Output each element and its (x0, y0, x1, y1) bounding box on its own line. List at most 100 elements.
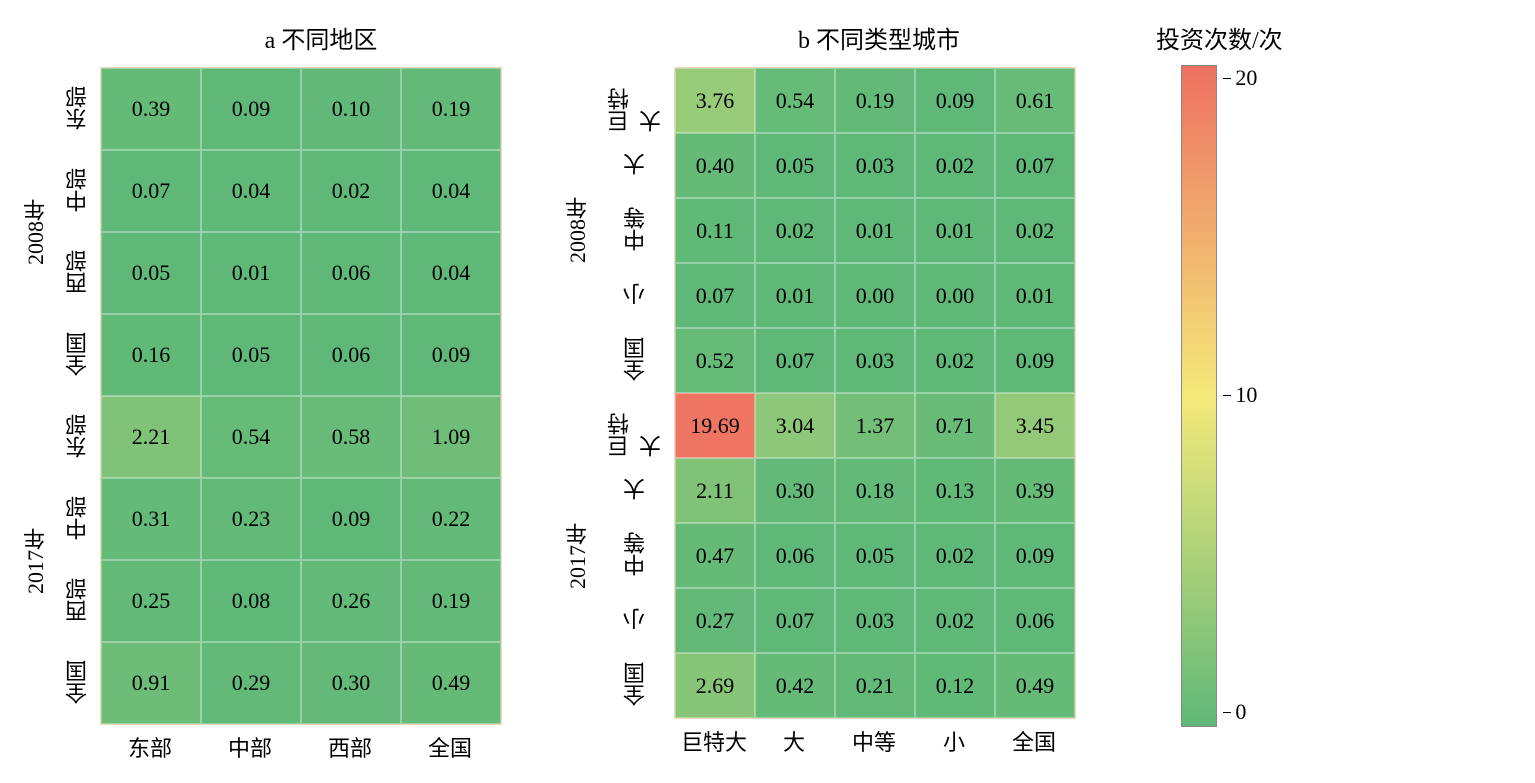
heatmap-cell: 0.19 (835, 68, 915, 133)
heatmap-cell: 0.21 (835, 653, 915, 718)
heatmap-cell: 0.04 (201, 150, 301, 232)
heatmap-cell: 0.00 (835, 263, 915, 328)
heatmap-cell: 0.07 (101, 150, 201, 232)
heatmap-row: 0.160.050.060.09 (101, 314, 501, 396)
heatmap-cell: 0.01 (995, 263, 1075, 328)
panel-b-heatmap: 2008年2017年 巨特大大中等小全国巨特大大中等小全国 3.760.540.… (562, 67, 1076, 719)
heatmap-row: 0.310.230.090.22 (101, 478, 501, 560)
panel-b-y-axis: 2008年2017年 巨特大大中等小全国巨特大大中等小全国 (562, 67, 674, 719)
colorbar-section: 投资次数/次 20100 (1156, 20, 1283, 727)
colorbar-tick: 10 (1223, 382, 1257, 408)
heatmap-cell: 0.08 (201, 560, 301, 642)
row-label: 中等 (598, 522, 674, 587)
heatmap-cell: 0.09 (401, 314, 501, 396)
row-label: 西部 (56, 231, 100, 313)
heatmap-cell: 0.03 (835, 588, 915, 653)
col-label: 中部 (200, 731, 300, 763)
heatmap-cell: 0.05 (201, 314, 301, 396)
heatmap-cell: 0.27 (675, 588, 755, 653)
heatmap-cell: 0.16 (101, 314, 201, 396)
panel-a-title: a 不同地区 (20, 20, 502, 55)
year-group-label: 2017年 (20, 397, 52, 725)
heatmap-cell: 0.13 (915, 458, 995, 523)
col-label: 东部 (100, 731, 200, 763)
row-label: 东部 (56, 395, 100, 477)
heatmap-cell: 0.01 (915, 198, 995, 263)
heatmap-row: 2.690.420.210.120.49 (675, 653, 1075, 718)
heatmap-cell: 0.03 (835, 328, 915, 393)
heatmap-cell: 0.05 (835, 523, 915, 588)
heatmap-cell: 0.02 (995, 198, 1075, 263)
heatmap-cell: 0.01 (835, 198, 915, 263)
heatmap-cell: 0.01 (201, 232, 301, 314)
heatmap-cell: 0.01 (755, 263, 835, 328)
col-label: 大 (754, 725, 834, 757)
heatmap-cell: 0.29 (201, 642, 301, 724)
heatmap-cell: 0.09 (301, 478, 401, 560)
heatmap-cell: 3.76 (675, 68, 755, 133)
heatmap-row: 2.110.300.180.130.39 (675, 458, 1075, 523)
row-label: 全国 (598, 652, 674, 717)
heatmap-row: 0.470.060.050.020.09 (675, 523, 1075, 588)
tick-label: 20 (1235, 65, 1257, 91)
heatmap-cell: 0.07 (755, 588, 835, 653)
heatmap-cell: 0.19 (401, 68, 501, 150)
heatmap-cell: 0.02 (755, 198, 835, 263)
col-label: 西部 (300, 731, 400, 763)
row-label: 全国 (56, 641, 100, 723)
heatmap-cell: 0.06 (755, 523, 835, 588)
heatmap-cell: 0.00 (915, 263, 995, 328)
heatmap-row: 0.110.020.010.010.02 (675, 198, 1075, 263)
heatmap-cell: 0.31 (101, 478, 201, 560)
row-label: 小 (598, 587, 674, 652)
heatmap-cell: 0.49 (995, 653, 1075, 718)
heatmap-cell: 0.71 (915, 393, 995, 458)
heatmap-row: 0.390.090.100.19 (101, 68, 501, 150)
heatmap-cell: 0.07 (675, 263, 755, 328)
heatmap-cell: 0.09 (915, 68, 995, 133)
heatmap-cell: 0.12 (915, 653, 995, 718)
tick-mark-icon (1223, 395, 1231, 396)
year-group-label: 2008年 (20, 68, 52, 396)
row-label: 小 (598, 262, 674, 327)
panel-a-grid: 0.390.090.100.190.070.040.020.040.050.01… (100, 67, 502, 725)
col-label: 中等 (834, 725, 914, 757)
heatmap-cell: 0.02 (915, 328, 995, 393)
heatmap-cell: 1.37 (835, 393, 915, 458)
heatmap-row: 0.050.010.060.04 (101, 232, 501, 314)
row-label: 西部 (56, 559, 100, 641)
tick-label: 0 (1235, 699, 1246, 725)
panel-b-x-axis-wrap: 巨特大大中等小全国 (562, 719, 1076, 757)
heatmap-cell: 3.45 (995, 393, 1075, 458)
panel-a-x-axis: 东部中部西部全国 (100, 731, 500, 763)
heatmap-cell: 3.04 (755, 393, 835, 458)
x-spacer (20, 725, 100, 763)
heatmap-cell: 0.25 (101, 560, 201, 642)
heatmap-row: 0.070.040.020.04 (101, 150, 501, 232)
col-label: 巨特大 (674, 725, 754, 757)
heatmap-row: 3.760.540.190.090.61 (675, 68, 1075, 133)
tick-mark-icon (1223, 712, 1231, 713)
heatmap-cell: 0.40 (675, 133, 755, 198)
heatmap-row: 0.400.050.030.020.07 (675, 133, 1075, 198)
heatmap-cell: 0.07 (995, 133, 1075, 198)
heatmap-cell: 0.19 (401, 560, 501, 642)
panel-a-y-axis: 2008年2017年 东部中部西部全国东部中部西部全国 (20, 67, 100, 725)
figure-container: a 不同地区 2008年2017年 东部中部西部全国东部中部西部全国 0.390… (20, 20, 1515, 763)
heatmap-cell: 0.61 (995, 68, 1075, 133)
col-label: 小 (914, 725, 994, 757)
colorbar-tick: 20 (1223, 65, 1257, 91)
heatmap-cell: 0.09 (995, 523, 1075, 588)
heatmap-cell: 0.09 (995, 328, 1075, 393)
heatmap-cell: 0.54 (755, 68, 835, 133)
year-group-label: 2017年 (562, 394, 594, 719)
heatmap-cell: 0.52 (675, 328, 755, 393)
heatmap-cell: 0.10 (301, 68, 401, 150)
heatmap-cell: 0.04 (401, 232, 501, 314)
heatmap-cell: 2.21 (101, 396, 201, 478)
heatmap-cell: 0.02 (301, 150, 401, 232)
heatmap-cell: 0.91 (101, 642, 201, 724)
heatmap-cell: 0.02 (915, 588, 995, 653)
panel-a-row-labels: 东部中部西部全国东部中部西部全国 (56, 67, 100, 725)
panel-b-year-groups: 2008年2017年 (562, 67, 598, 719)
